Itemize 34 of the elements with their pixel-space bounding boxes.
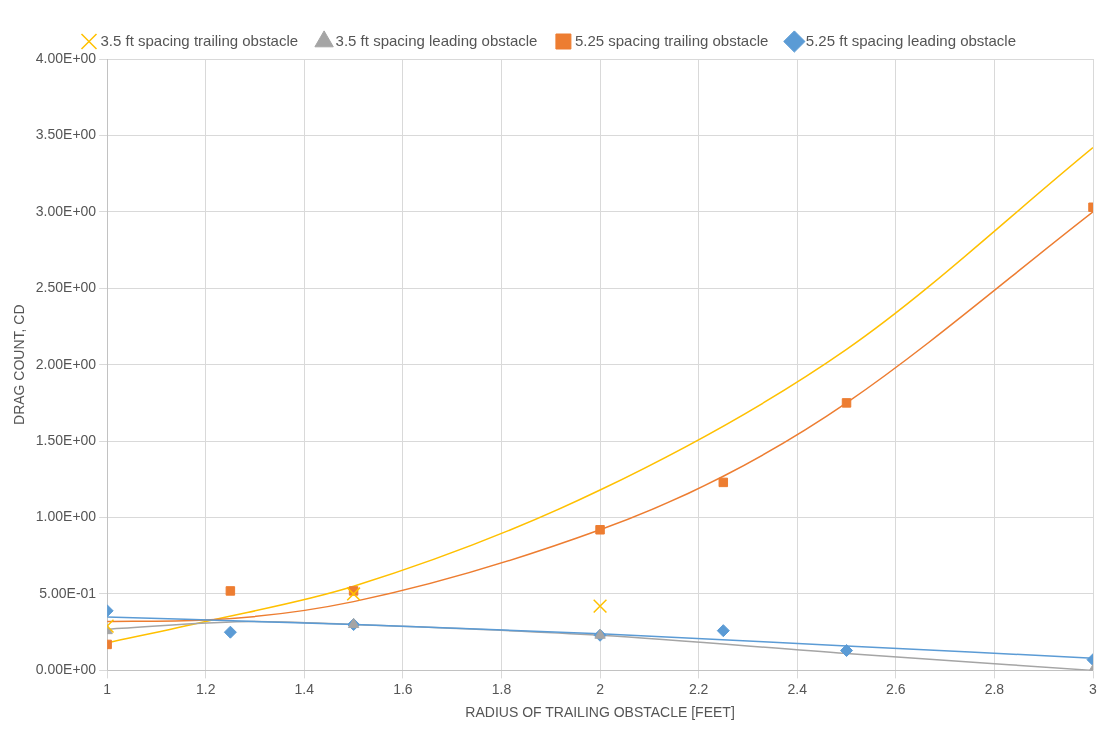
- point: [718, 477, 729, 488]
- legend-label: 5.25 spacing trailing obstacle: [574, 31, 769, 49]
- point: [841, 398, 852, 408]
- legend-label: 3.5 ft spacing trailing obstacle: [100, 31, 299, 49]
- y-tick-label: 2.00E+00: [35, 355, 97, 372]
- y-tick-label: 3.50E+00: [35, 126, 97, 143]
- x-tick-label: 1.6: [393, 680, 413, 697]
- point: [225, 586, 236, 596]
- x-tick-label: 1: [103, 680, 112, 697]
- point: [592, 599, 608, 614]
- y-tick-label: 2.50E+00: [35, 279, 97, 296]
- x-axis-title: RADIUS OF TRAILING OBSTACLE [FEET]: [465, 704, 735, 721]
- x-tick-label: 2.2: [688, 680, 709, 697]
- y-tick-label: 1.50E+00: [35, 431, 97, 448]
- y-tick-label: 0.00E+00: [35, 661, 97, 678]
- x-tick-label: 1.2: [195, 680, 216, 697]
- x-tick-label: 2.6: [886, 680, 906, 697]
- x-tick-label: 1.8: [491, 680, 512, 697]
- y-tick-label: 1.00E+00: [35, 508, 97, 525]
- y-axis-title: DRAG COUNT, CD: [11, 304, 28, 425]
- point: [346, 586, 361, 602]
- point: [595, 525, 605, 535]
- legend-label: 5.25 ft spacing leading obstacle: [805, 31, 1017, 49]
- y-tick-label: 3.00E+00: [35, 202, 97, 219]
- x-tick-label: 2: [596, 680, 605, 697]
- x-tick-label: 2.4: [787, 680, 808, 697]
- x-tick-label: 2.8: [984, 680, 1005, 697]
- y-tick-label: 4.00E+00: [35, 49, 97, 66]
- x-tick-label: 3: [1089, 680, 1098, 697]
- y-tick-label: 5.00E-01: [39, 584, 97, 601]
- legend-label: 3.5 ft spacing leading obstacle: [335, 31, 538, 49]
- point: [716, 624, 730, 638]
- point: [840, 644, 854, 658]
- x-tick-label: 1.4: [294, 680, 315, 697]
